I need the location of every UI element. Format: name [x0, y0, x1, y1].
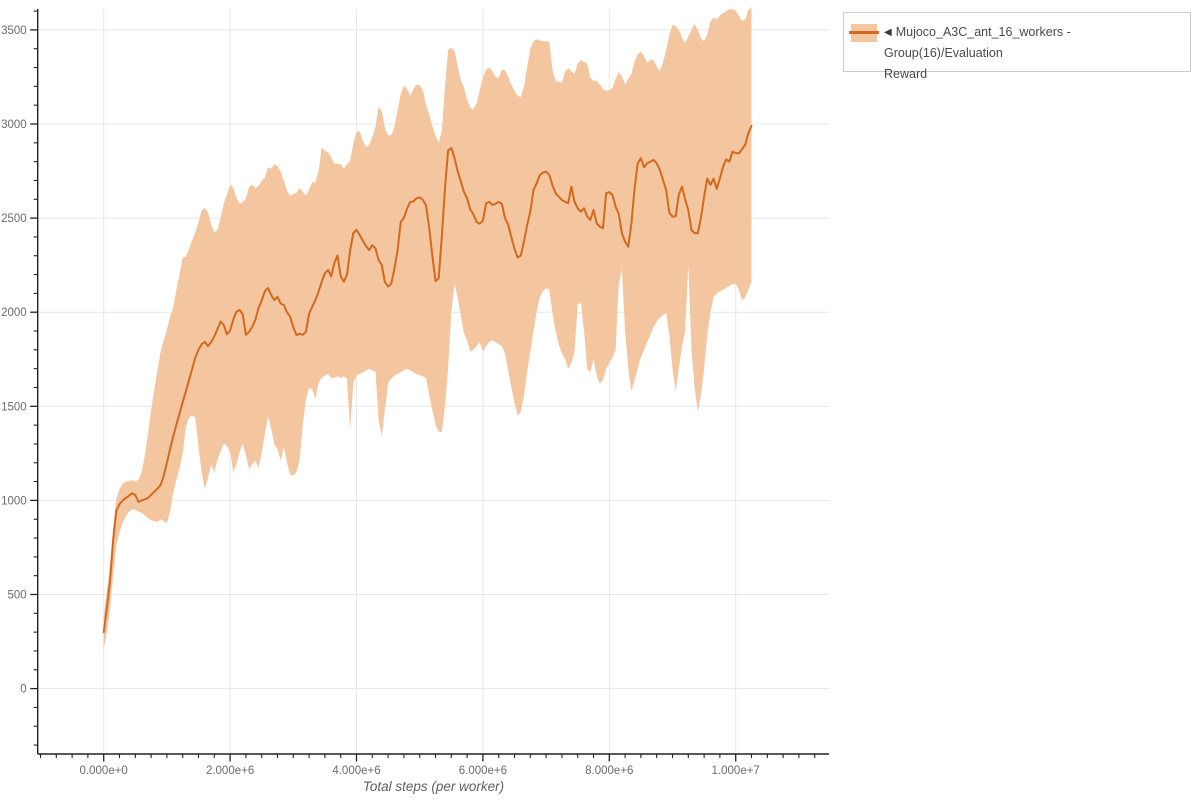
y-tick-label: 0 — [20, 684, 26, 696]
y-tick-label: 1000 — [1, 495, 27, 507]
series-band-swatch — [849, 24, 879, 42]
y-tick-label: 2500 — [1, 213, 27, 225]
y-tick-label: 3000 — [1, 119, 27, 131]
x-tick-label: 4.000e+6 — [332, 765, 380, 777]
x-tick-label: 6.000e+6 — [459, 765, 507, 777]
legend-item-evaluation-reward[interactable]: ◀ Mujoco_A3C_ant_16_workers - Group(16)/E… — [844, 13, 1190, 85]
y-tick-label: 3500 — [1, 25, 27, 37]
series-mean-line — [102, 124, 753, 634]
collapse-arrow-icon[interactable]: ◀ — [884, 27, 892, 38]
series-line-swatch — [849, 31, 879, 34]
series-band — [103, 7, 752, 650]
x-tick-label: 8.000e+6 — [585, 765, 633, 777]
x-tick-label: 1.000e+7 — [712, 765, 760, 777]
legend-label-line2: Reward — [884, 67, 928, 81]
y-tick-label: 1500 — [1, 401, 27, 413]
x-tick-label: 2.000e+6 — [206, 765, 254, 777]
legend-series-name: Mujoco_A3C_ant_16_workers - Group(16)/Ev… — [884, 25, 1071, 60]
legend: ◀ Mujoco_A3C_ant_16_workers - Group(16)/E… — [843, 12, 1191, 81]
y-tick-label: 2000 — [1, 307, 27, 319]
y-tick-label: 500 — [8, 590, 27, 602]
legend-label: ◀ Mujoco_A3C_ant_16_workers - Group(16)/E… — [884, 22, 1184, 85]
x-axis-title: Total steps (per worker) — [362, 779, 505, 794]
legend-label-line1: ◀ Mujoco_A3C_ant_16_workers - Group(16)/E… — [884, 22, 1184, 64]
x-tick-label: 0.000e+0 — [80, 765, 128, 777]
